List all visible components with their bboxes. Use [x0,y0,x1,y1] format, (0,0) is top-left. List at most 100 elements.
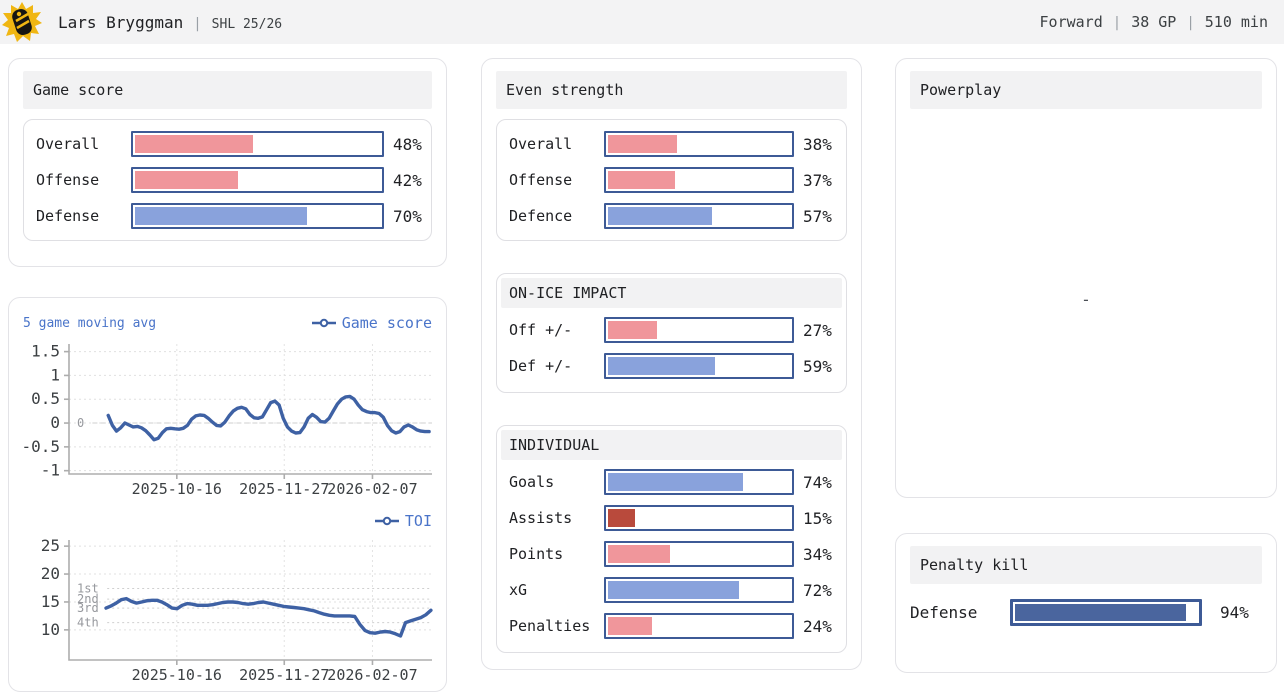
game-score-stat-box: Overall 48% Offense 42% Defense [23,119,432,241]
stat-bar-fill [608,321,658,339]
stat-value: 27% [803,320,832,340]
stat-bar-fill [608,135,678,153]
svg-text:1st: 1st [77,582,99,596]
stat-label: Defense [36,207,100,225]
stat-label: Overall [36,135,100,153]
svg-text:10: 10 [41,620,60,639]
stat-label: Def +/- [509,357,573,375]
stat-value: 94% [1220,602,1249,622]
svg-text:2025-10-16: 2025-10-16 [132,666,222,684]
stat-label: Assists [509,509,573,527]
stat-bar [604,577,794,603]
svg-text:1.5: 1.5 [31,342,60,361]
stat-row: Offense 42% [36,162,422,198]
on-ice-impact-rows: Off +/- 27% Def +/- 59% [501,310,842,388]
even-strength-rows: Overall 38% Offense 37% Defence [509,126,834,234]
stat-bar [131,203,384,229]
stat-row: Off +/- 27% [509,312,834,348]
stat-row: Defence 57% [509,198,834,234]
svg-text:3rd: 3rd [77,601,99,615]
stat-label: Penalties [509,617,591,635]
legend-toi[interactable]: TOI [374,512,432,530]
stat-bar-fill [608,473,743,491]
stat-value: 24% [803,616,832,636]
game-score-line-chart: 1.5 1 0.5 0 -0.5 -1 0 2025-10-16 2025-11-272026-… [21,342,432,498]
stat-label: Overall [509,135,573,153]
card-powerplay: Powerplay - [895,58,1277,498]
stat-bar-fill [135,207,307,225]
section-title-on-ice-impact: ON-ICE IMPACT [501,278,842,308]
stat-bar [604,167,794,193]
stat-label: Offense [36,171,100,189]
stat-value: 59% [803,356,832,376]
stat-bar-fill [135,171,238,189]
player-name: Lars Bryggman [58,12,184,32]
svg-text:4th: 4th [77,616,99,630]
individual-rows: Goals 74% Assists 15% Points [501,462,842,648]
stat-row: Penalties 24% [509,608,834,644]
player-title: Lars Bryggman | SHL 25/26 [58,13,282,32]
svg-text:2025-11-27: 2025-11-27 [239,480,329,498]
stat-label: Goals [509,473,555,491]
stat-label: Defence [509,207,573,225]
stat-row: Offense 37% [509,162,834,198]
svg-text:2026-02-07: 2026-02-07 [327,666,417,684]
stat-bar [1010,598,1202,626]
stat-value: 74% [803,472,832,492]
stat-bar [131,131,384,157]
section-on-ice-impact: ON-ICE IMPACT Off +/- 27% Def +/- 59% [496,273,847,393]
svg-text:-0.5: -0.5 [21,437,60,456]
section-individual: INDIVIDUAL Goals 74% Assists 15% [496,425,847,653]
stat-row: Def +/- 59% [509,348,834,384]
stat-bar-fill [135,135,253,153]
stat-bar [604,203,794,229]
position-label: Forward [1039,13,1103,31]
stat-label: Defense [910,602,978,622]
svg-text:-1: -1 [41,461,60,480]
section-title-individual: INDIVIDUAL [501,430,842,460]
stat-row: Defense 94% [910,594,1262,630]
team-logo-icon [2,2,42,42]
stat-value: 38% [803,134,832,154]
stat-value: 57% [803,206,832,226]
player-meta: Forward | 38 GP | 510 min [1040,13,1268,31]
stat-bar [604,505,794,531]
stat-value: 72% [803,580,832,600]
stat-bar [604,613,794,639]
stat-row: Overall 48% [36,126,422,162]
minutes-label: 510 min [1204,13,1268,31]
stat-row: Goals 74% [509,464,834,500]
legend-line-marker-icon [311,318,336,328]
stat-value: 34% [803,544,832,564]
stat-bar-fill [608,581,740,599]
stat-bar-fill [608,357,716,375]
stat-bar [604,469,794,495]
stat-bar [604,353,794,379]
svg-text:2025-11-27: 2025-11-27 [239,666,329,684]
svg-text:0: 0 [77,416,84,430]
stat-row: xG 72% [509,572,834,608]
stat-label: Offense [509,171,573,189]
stat-bar [604,131,794,157]
game-score-chart-header: 5 game moving avg Game score [23,312,432,334]
stat-value: 42% [393,170,422,190]
stat-row: Defense 70% [36,198,422,234]
card-game-score: Game score Overall 48% Offense 42% [8,58,447,267]
stat-bar [131,167,384,193]
header-bar: Lars Bryggman | SHL 25/26 Forward | 38 G… [0,0,1284,44]
even-strength-stat-box: Overall 38% Offense 37% Defence [496,119,847,241]
games-played-label: 38 GP [1131,13,1177,31]
card-title-even-strength: Even strength [496,71,847,109]
svg-text:0.5: 0.5 [31,389,60,408]
stat-label: xG [509,581,528,599]
card-even-strength: Even strength Overall 38% Offense 37 [481,58,862,670]
stat-bar [604,317,794,343]
stat-value: 37% [803,170,832,190]
title-separator: | [193,15,202,32]
legend-game-score[interactable]: Game score [311,314,432,332]
stat-bar-fill [608,171,676,189]
season-label: SHL 25/26 [211,16,283,32]
card-title-game-score: Game score [23,71,432,109]
stat-row: Overall 38% [509,126,834,162]
stat-row: Points 34% [509,536,834,572]
